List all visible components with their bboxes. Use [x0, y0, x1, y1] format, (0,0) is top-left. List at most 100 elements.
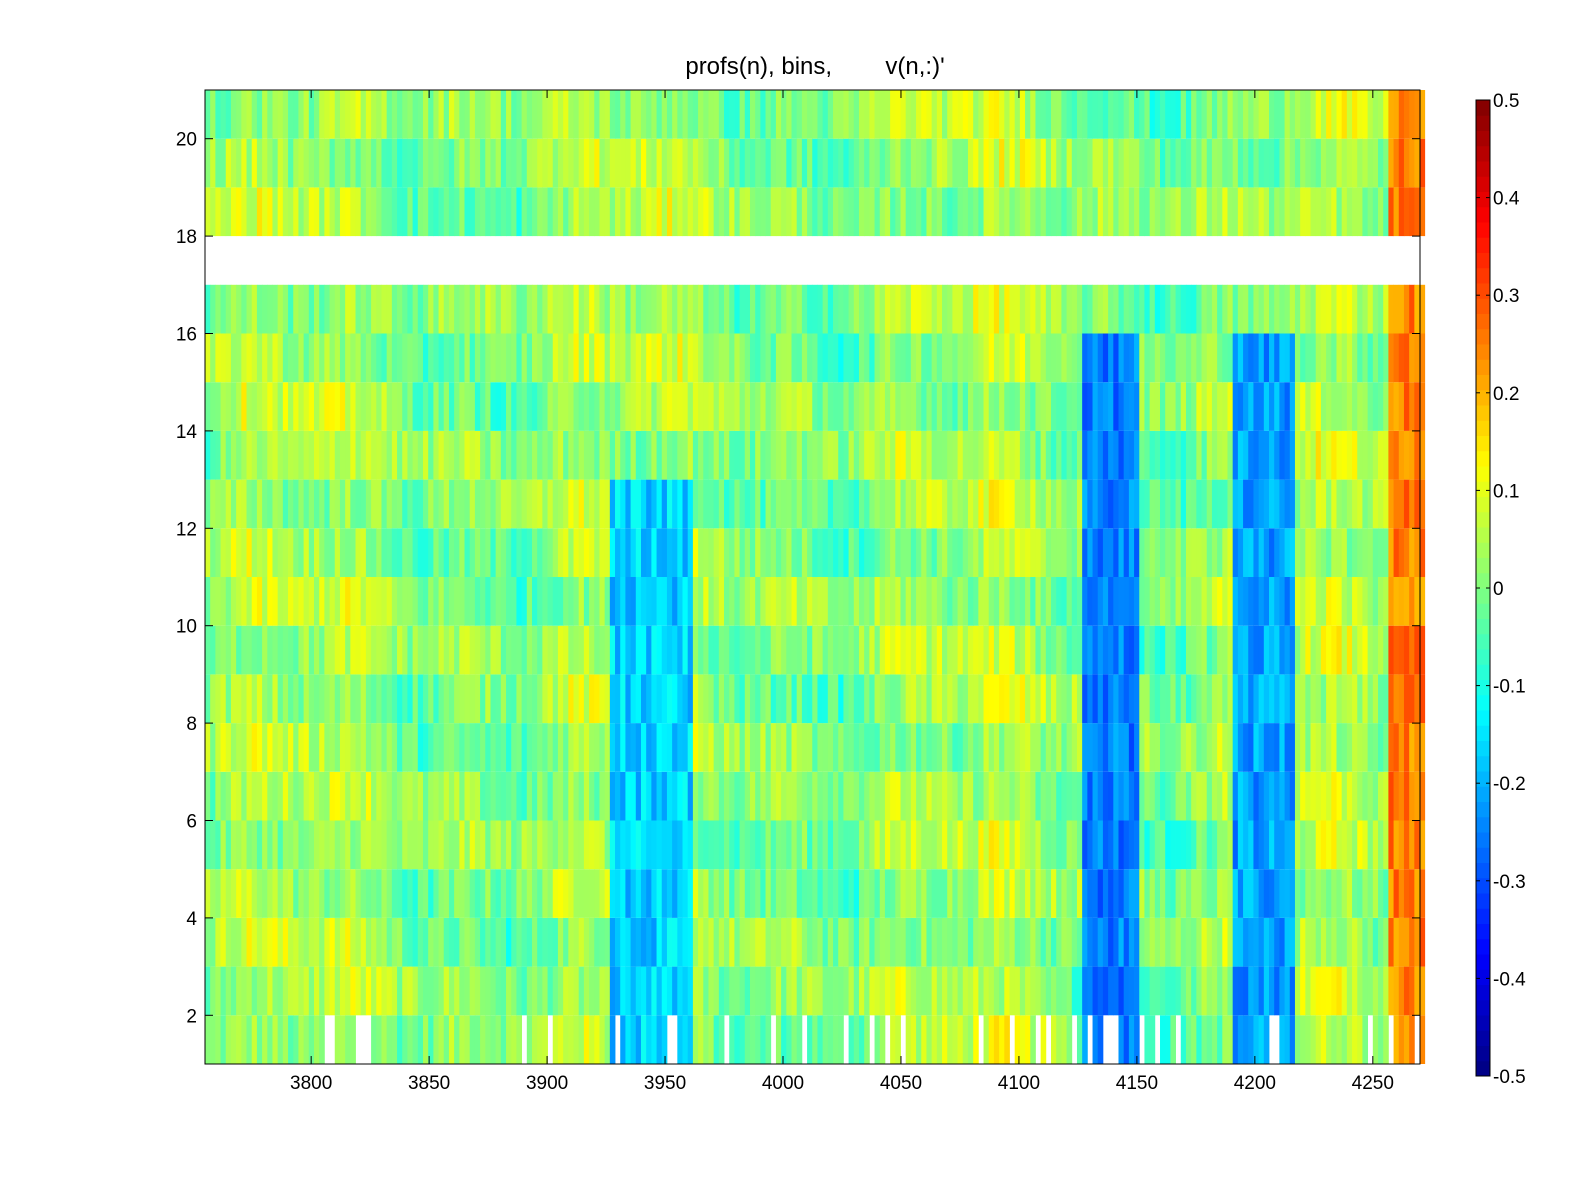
heatmap-cell — [1414, 869, 1420, 918]
heatmap-cell — [1409, 917, 1415, 967]
heatmap-cell — [843, 625, 849, 675]
colorbar-segment — [1476, 664, 1490, 680]
heatmap-cell — [573, 577, 580, 626]
heatmap-cell — [256, 187, 263, 237]
heatmap-cell — [677, 917, 683, 967]
heatmap-cell — [1196, 771, 1202, 821]
heatmap-cell — [869, 479, 875, 529]
heatmap-cell — [1232, 674, 1239, 724]
heatmap-cell — [417, 333, 424, 383]
heatmap-cell — [718, 430, 725, 480]
heatmap-cell — [1284, 820, 1291, 870]
heatmap-cell — [1144, 479, 1151, 529]
heatmap-cell — [749, 430, 756, 480]
heatmap-cell — [848, 1015, 855, 1064]
heatmap-cell — [900, 577, 907, 626]
heatmap-cell — [817, 820, 824, 870]
heatmap-cell — [469, 284, 476, 334]
heatmap-cell — [267, 138, 273, 188]
heatmap-cell — [630, 479, 637, 529]
heatmap-cell — [801, 333, 808, 383]
heatmap-cell — [288, 820, 294, 870]
heatmap-cell — [288, 333, 294, 383]
heatmap-cell — [749, 1015, 756, 1064]
heatmap-cell — [947, 430, 953, 480]
heatmap-cell — [1165, 966, 1171, 1016]
heatmap-cell — [1082, 771, 1088, 821]
heatmap-cell — [256, 771, 263, 821]
heatmap-cell — [594, 284, 600, 334]
heatmap-cell — [1388, 187, 1394, 237]
heatmap-cell — [236, 674, 242, 724]
heatmap-cell — [1066, 917, 1073, 967]
heatmap-cell — [1388, 820, 1394, 870]
heatmap-cell — [277, 479, 284, 529]
heatmap-cell — [646, 771, 652, 821]
heatmap-cell — [215, 430, 221, 480]
heatmap-cell — [905, 723, 912, 772]
heatmap-cell — [277, 966, 284, 1016]
heatmap-cell — [339, 869, 346, 918]
heatmap-cell — [1206, 674, 1213, 724]
heatmap-cell — [1180, 138, 1187, 188]
heatmap-cell — [407, 479, 414, 529]
heatmap-cell — [500, 479, 507, 529]
heatmap-cell — [957, 90, 964, 139]
heatmap-cell — [983, 284, 990, 334]
heatmap-cell — [500, 577, 507, 626]
heatmap-cell — [1222, 674, 1228, 724]
heatmap-cell — [988, 382, 995, 431]
heatmap-cell — [220, 674, 227, 724]
heatmap-cell — [713, 625, 720, 675]
heatmap-cell — [464, 479, 471, 529]
heatmap-cell — [1253, 917, 1260, 967]
heatmap-cell — [1237, 382, 1244, 431]
heatmap-cell — [1336, 284, 1343, 334]
heatmap-cell — [1175, 430, 1182, 480]
heatmap-cell — [801, 138, 808, 188]
heatmap-cell — [1419, 528, 1426, 577]
heatmap-cell — [916, 723, 922, 772]
heatmap-cell — [365, 479, 372, 529]
heatmap-cell — [698, 528, 704, 577]
heatmap-cell — [225, 479, 232, 529]
heatmap-cell — [547, 917, 554, 967]
heatmap-cell — [807, 674, 813, 724]
heatmap-cell — [516, 869, 523, 918]
heatmap-cell — [843, 333, 849, 383]
heatmap-cell — [775, 625, 782, 675]
heatmap-cell — [620, 771, 626, 821]
heatmap-cell — [786, 479, 792, 529]
heatmap-cell — [734, 90, 740, 139]
heatmap-cell — [708, 723, 715, 772]
colorbar-segment — [1476, 466, 1490, 482]
heatmap-cell — [677, 625, 683, 675]
heatmap-cell — [1383, 771, 1389, 821]
heatmap-cell — [770, 917, 777, 967]
heatmap-cell — [1076, 284, 1083, 334]
heatmap-cell — [1134, 625, 1140, 675]
heatmap-cell — [448, 333, 455, 383]
heatmap-cell — [1263, 187, 1270, 237]
heatmap-cell — [791, 577, 798, 626]
heatmap-cell — [1352, 528, 1358, 577]
heatmap-cell — [1165, 674, 1171, 724]
heatmap-cell — [1398, 869, 1405, 918]
heatmap-cell — [1279, 674, 1285, 724]
heatmap-cell — [1113, 90, 1119, 139]
heatmap-cell — [1160, 869, 1166, 918]
heatmap-cell — [256, 869, 263, 918]
heatmap-cell — [267, 90, 273, 139]
heatmap-cell — [957, 430, 964, 480]
heatmap-cell — [1025, 382, 1031, 431]
heatmap-cell — [267, 333, 273, 383]
heatmap-cell — [822, 187, 829, 237]
heatmap-cell — [464, 917, 471, 967]
heatmap-cell — [319, 869, 325, 918]
heatmap-cell — [225, 430, 232, 480]
heatmap-cell — [537, 430, 543, 480]
heatmap-cell — [1403, 1015, 1410, 1064]
heatmap-cell — [682, 625, 689, 675]
heatmap-cell — [1263, 284, 1270, 334]
heatmap-cell — [485, 966, 491, 1016]
